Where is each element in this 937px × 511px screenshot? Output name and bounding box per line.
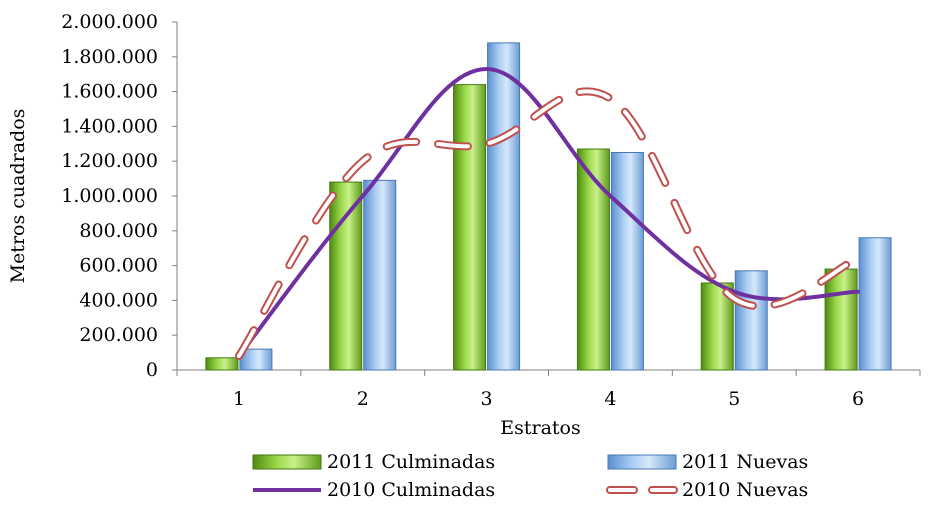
x-tick-label: 2 <box>357 388 369 410</box>
x-tick-label: 1 <box>233 388 245 410</box>
bar-2011-nuevas-4 <box>610 152 644 371</box>
y-tick-label: 1.000.000 <box>61 185 158 207</box>
bar-2011-culminadas-3 <box>453 84 487 371</box>
legend-label-2010-nuevas: 2010 Nuevas <box>682 479 808 501</box>
bar-2011-nuevas-3 <box>487 42 521 371</box>
legend-swatch-2011-culminadas <box>252 454 322 470</box>
bar-2011-culminadas-1 <box>205 357 239 371</box>
line-2010-culminadas <box>236 66 861 359</box>
x-tick-label: 6 <box>852 388 864 410</box>
axes <box>172 21 921 376</box>
y-tick-label: 1.600.000 <box>61 81 158 103</box>
bar-2011-nuevas-5 <box>734 270 768 371</box>
axis-labels: 0 200.000 400.000 600.000 800.000 1.000.000 1.… <box>7 11 864 439</box>
legend: 2011 Culminadas 2011 Nuevas 2010 Culminada… <box>252 451 808 501</box>
x-axis-title: Estratos <box>500 417 581 439</box>
y-tick-label: 800.000 <box>79 220 158 242</box>
x-tick-label: 5 <box>728 388 740 410</box>
x-tick-label: 3 <box>481 388 493 410</box>
y-tick-label: 1.200.000 <box>61 150 158 172</box>
bar-2011-culminadas-5 <box>700 282 734 371</box>
legend-label-2011-culminadas: 2011 Culminadas <box>327 451 495 473</box>
y-tick-label: 200.000 <box>79 324 158 346</box>
legend-label-2011-nuevas: 2011 Nuevas <box>682 451 808 473</box>
legend-label-2010-culminadas: 2010 Culminadas <box>327 479 495 501</box>
bar-2011-culminadas-2 <box>329 181 363 371</box>
y-tick-label: 400.000 <box>79 289 158 311</box>
line-2010-nuevas <box>236 89 861 359</box>
bar-2011-culminadas-6 <box>824 268 858 371</box>
y-tick-label: 1.400.000 <box>61 115 158 137</box>
bar-2011-nuevas-2 <box>363 179 397 371</box>
x-tick-label: 4 <box>604 388 616 410</box>
y-tick-label: 0 <box>146 359 158 381</box>
y-tick-label: 2.000.000 <box>61 11 158 33</box>
bars <box>205 42 892 371</box>
y-tick-label: 1.800.000 <box>61 46 158 68</box>
bar-2011-culminadas-4 <box>576 148 610 371</box>
bar-2011-nuevas-6 <box>858 237 892 371</box>
lines <box>234 66 863 361</box>
legend-swatch-2011-nuevas <box>607 454 677 470</box>
y-tick-label: 600.000 <box>79 255 158 277</box>
y-axis-title: Metros cuadrados <box>7 109 29 284</box>
